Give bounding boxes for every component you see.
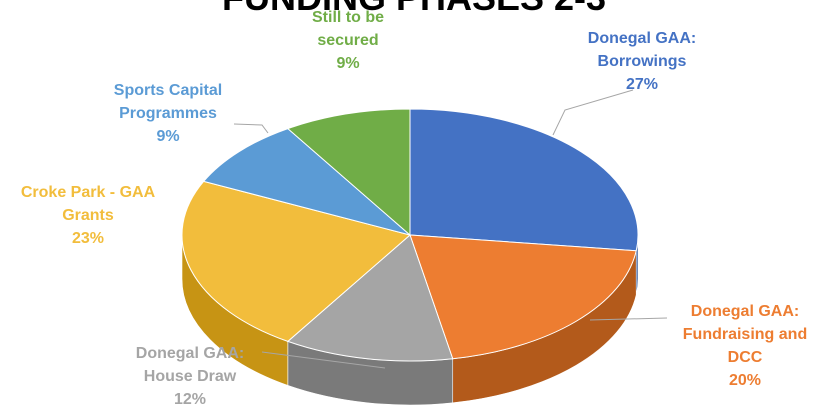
pie-tops (181, 108, 639, 362)
slice-label-3-0: Croke Park - GAA (21, 184, 156, 201)
slice-pct-2: 12% (174, 391, 206, 408)
slice-label-1-1: Fundraising and (683, 326, 807, 343)
slice-label-4-1: Programmes (119, 105, 217, 122)
slice-pct-5: 9% (336, 55, 359, 72)
slice-label-1-0: Donegal GAA: (691, 303, 799, 320)
pie-slice-5 (286, 108, 411, 237)
leader-line-4 (233, 123, 269, 134)
leader-lines (233, 89, 668, 369)
leader-line-0 (552, 89, 634, 136)
slice-pct-1: 20% (729, 372, 761, 389)
slice-label-5-1: secured (317, 32, 378, 49)
chart-title: FUNDING PHASES 2-3 (222, 0, 606, 18)
pie-slice-2 (286, 234, 454, 362)
slice-label-2-0: Donegal GAA: (136, 345, 244, 362)
leader-line-1 (589, 317, 668, 321)
slice-label-4-0: Sports Capital (114, 82, 222, 99)
slice-label-5-0: Still to be (312, 9, 384, 26)
pie-slice-1 (409, 234, 637, 360)
slice-pct-4: 9% (156, 128, 179, 145)
slice-pct-0: 27% (626, 76, 658, 93)
leader-line-2 (261, 351, 386, 369)
pie-slice-0 (409, 108, 639, 252)
slice-labels: Donegal GAA: Borrowings 27% Donegal GAA: Fun… (21, 9, 807, 408)
pie-slice-4 (202, 128, 411, 236)
slice-label-2-1: House Draw (144, 368, 237, 385)
slice-label-0-1: Borrowings (598, 53, 687, 70)
slice-label-1-2: DCC (728, 349, 763, 366)
slice-label-0-0: Donegal GAA: (588, 30, 696, 47)
slice-label-3-1: Grants (62, 207, 114, 224)
pie-slice-3 (181, 180, 412, 342)
slice-pct-3: 23% (72, 230, 104, 247)
